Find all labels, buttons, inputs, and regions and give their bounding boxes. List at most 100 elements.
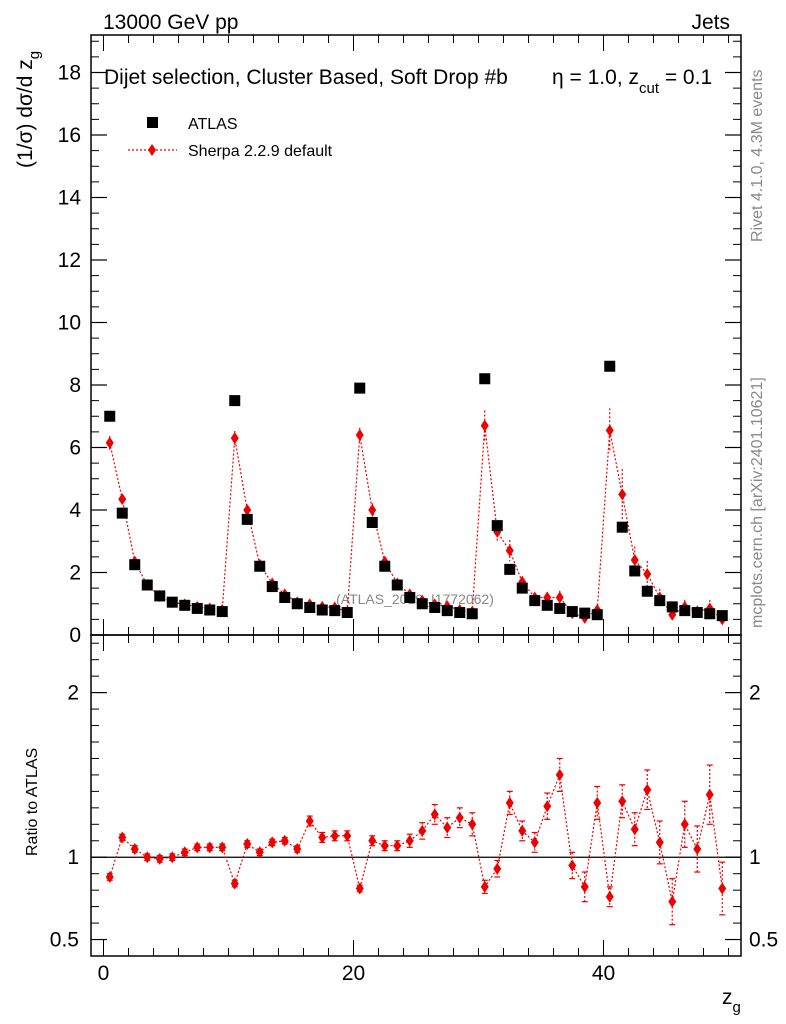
chart-title: Dijet selection, Cluster Based, Soft Dro… (104, 66, 508, 89)
atlas-point (216, 606, 228, 618)
sherpa-ratio-point (505, 796, 514, 809)
sherpa-ratio-point (218, 841, 227, 854)
atlas-point (516, 582, 528, 594)
sherpa-ratio-point (618, 795, 627, 808)
atlas-point (104, 410, 116, 422)
legend-sherpa-label: Sherpa 2.2.9 default (188, 143, 333, 160)
rivet-label: Rivet 4.1.0, 4.3M events (749, 69, 766, 242)
legend-atlas-label: ATLAS (188, 116, 238, 133)
y-axis-label-ratio: Ratio to ATLAS (24, 748, 41, 856)
atlas-point (279, 592, 291, 603)
x-tick-label: 20 (342, 962, 365, 985)
atlas-point (654, 595, 666, 607)
atlas-point (191, 602, 203, 614)
sherpa-ratio-point (693, 843, 702, 855)
y-tick-label-main: 14 (58, 187, 82, 210)
sherpa-point (118, 493, 127, 506)
sherpa-point (555, 591, 564, 604)
sherpa-ratio-point (393, 839, 402, 852)
sherpa-ratio-point (118, 831, 127, 844)
sherpa-ratio-point (205, 841, 214, 854)
atlas-point (429, 602, 441, 613)
x-tick-label: 40 (592, 962, 615, 985)
sherpa-ratio-point (468, 818, 477, 831)
atlas-point (341, 607, 353, 618)
atlas-point (166, 596, 178, 608)
sherpa-ratio-point (305, 815, 314, 828)
sherpa-point (243, 504, 252, 516)
atlas-point (179, 599, 191, 611)
atlas-point (541, 599, 553, 611)
sherpa-ratio-line (109, 772, 723, 902)
sherpa-ratio-point (593, 796, 602, 809)
atlas-point (616, 521, 628, 533)
sherpa-point (355, 429, 364, 441)
atlas-point (566, 606, 578, 618)
atlas-point (454, 607, 466, 618)
atlas-series (104, 360, 728, 622)
sherpa-line (109, 425, 723, 620)
sherpa-ratio-point (243, 838, 252, 851)
atlas-point (491, 520, 503, 532)
atlas-point (504, 563, 516, 575)
sherpa-ratio-point (655, 836, 664, 849)
sherpa-ratio-point (605, 890, 614, 903)
sherpa-ratio-point (705, 788, 714, 801)
energy-label: 13000 GeV pp (103, 11, 238, 34)
y-tick-label-ratio: 2 (67, 682, 79, 705)
atlas-point (404, 592, 416, 603)
atlas-point (441, 605, 453, 617)
y-tick-label-main: 8 (69, 374, 81, 397)
atlas-point (329, 605, 341, 617)
sherpa-ratio-point (630, 823, 639, 836)
legend-sherpa-marker (148, 144, 156, 156)
atlas-point (554, 602, 566, 614)
sherpa-ratio-point (230, 877, 239, 890)
atlas-point (129, 559, 141, 571)
sherpa-ratio-point (193, 841, 202, 854)
jets-label: Jets (691, 11, 730, 34)
legend: ATLAS Sherpa 2.2.9 default (128, 116, 333, 160)
sherpa-ratio-point (718, 882, 727, 895)
sherpa-point (480, 419, 489, 432)
sherpa-ratio-point (318, 831, 327, 844)
y-tick-label-main: 10 (58, 312, 81, 335)
title-beta: = 1.0, z (564, 66, 639, 89)
sherpa-ratio-point (268, 836, 277, 849)
atlas-point (679, 605, 691, 617)
sherpa-point (368, 504, 377, 516)
sherpa-ratio-point (180, 846, 189, 859)
y-tick-label-main: 0 (69, 624, 81, 647)
sherpa-ratio-point (380, 839, 389, 852)
sherpa-ratio-point (455, 811, 464, 824)
sherpa-ratio-point (493, 862, 502, 875)
title-cut-sub: cut (639, 80, 660, 97)
sherpa-ratio-point (343, 829, 352, 842)
x-axis-ticks: 0 20 40 (98, 35, 729, 985)
y-tick-label-ratio-right: 2 (749, 682, 761, 705)
atlas-point (579, 607, 591, 619)
sherpa-point (105, 436, 114, 449)
sherpa-ratio-point (430, 808, 439, 821)
atlas-point (641, 585, 653, 597)
sherpa-ratio-point (543, 800, 552, 813)
atlas-point (254, 560, 266, 572)
sherpa-ratio-point (480, 880, 489, 893)
ratio-frame (90, 634, 742, 957)
atlas-point (154, 590, 166, 602)
atlas-point (204, 604, 216, 616)
sherpa-ratio-series (105, 757, 727, 926)
sherpa-ratio-point (168, 851, 177, 864)
legend-atlas-marker (147, 117, 158, 128)
chart-title-main: Dijet selection, Cluster Based, Soft Dro… (104, 66, 508, 89)
sherpa-ratio-point (530, 836, 539, 849)
y-axis-label-main-text: (1/σ) dσ/d z (14, 59, 37, 168)
atlas-point (354, 382, 366, 394)
atlas-point (416, 598, 428, 610)
atlas-point (116, 507, 128, 519)
sherpa-ratio-point (568, 859, 577, 872)
atlas-point (604, 360, 616, 372)
sherpa-ratio-point (418, 824, 427, 837)
y-tick-label-ratio-right: 0.5 (749, 929, 778, 952)
